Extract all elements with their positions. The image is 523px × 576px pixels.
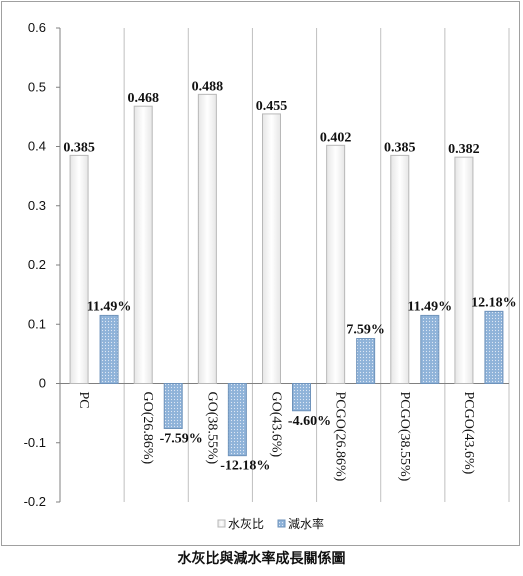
y-tick-label: 0.3 xyxy=(28,198,46,213)
chart-caption: 水灰比與減水率成長關係圖 xyxy=(177,551,346,567)
y-tick-label: 0.1 xyxy=(28,316,46,331)
axes: -0.2 -0.1 0 0.1 0.2 0.3 0.4 0.5 0.6 xyxy=(24,20,509,509)
legend-label: 減水率 xyxy=(288,516,324,531)
x-category-label: PCGO(26.86%) xyxy=(333,392,348,482)
x-category-label: PCGO(43.6%) xyxy=(461,392,476,475)
x-category-label: PC xyxy=(76,392,91,409)
y-tick-label: -0.2 xyxy=(24,494,46,509)
y-tick-label: 0.4 xyxy=(28,139,46,154)
data-label-water-cement-ratio: 0.488 xyxy=(192,79,224,94)
data-labels: 0.385 11.49% PC 0.468 -7.59% GO(26.86%) 0.488 -… xyxy=(63,79,516,481)
bar-water-cement-ratio xyxy=(133,105,153,385)
data-label-water-cement-ratio: 0.455 xyxy=(256,99,288,114)
y-tick-label: 0.5 xyxy=(28,79,46,94)
bar-water-reduction-rate xyxy=(292,383,311,412)
legend: 水灰比 減水率 xyxy=(217,516,324,531)
y-tick-label: 0.2 xyxy=(28,257,46,272)
data-label-water-reduction-rate: -7.59% xyxy=(160,431,203,446)
bar-chart: -0.2 -0.1 0 0.1 0.2 0.3 0.4 0.5 0.6 0.385 11.49% P… xyxy=(24,20,517,531)
bar-water-cement-ratio xyxy=(454,156,474,384)
y-tick-label: 0 xyxy=(39,376,46,391)
chart-frame: -0.2 -0.1 0 0.1 0.2 0.3 0.4 0.5 0.6 0.385 11.49% P… xyxy=(1,1,520,546)
data-label-water-cement-ratio: 0.385 xyxy=(63,140,95,155)
legend-label: 水灰比 xyxy=(228,517,264,531)
bar-water-cement-ratio xyxy=(390,154,410,384)
data-label-water-reduction-rate: 11.49% xyxy=(87,299,132,314)
bars xyxy=(69,93,504,457)
data-label-water-cement-ratio: 0.385 xyxy=(384,140,416,155)
bar-water-reduction-rate xyxy=(420,314,440,384)
bar-water-reduction-rate xyxy=(356,338,376,384)
data-label-water-reduction-rate: -4.60% xyxy=(288,414,331,429)
data-label-water-cement-ratio: 0.468 xyxy=(127,91,159,106)
legend-swatch-water-cement-ratio xyxy=(217,519,226,528)
bar-water-cement-ratio xyxy=(69,154,89,384)
data-label-water-reduction-rate: 11.49% xyxy=(407,299,452,314)
bar-water-cement-ratio xyxy=(326,144,346,384)
gridlines xyxy=(59,28,510,502)
x-category-label: GO(26.86%) xyxy=(140,392,155,465)
bar-water-cement-ratio xyxy=(262,113,281,384)
data-label-water-reduction-rate: -12.18% xyxy=(220,459,270,474)
y-tick-label: 0.6 xyxy=(28,20,46,35)
bar-water-reduction-rate xyxy=(99,314,119,384)
y-tick-label: -0.1 xyxy=(24,435,46,450)
data-label-water-reduction-rate: 12.18% xyxy=(471,295,517,310)
x-category-label: PCGO(38.55%) xyxy=(397,392,412,482)
legend-swatch-water-reduction-rate xyxy=(277,519,286,528)
bar-water-reduction-rate xyxy=(227,383,247,457)
data-label-water-reduction-rate: 7.59% xyxy=(346,323,385,338)
x-category-label: GO(43.6%) xyxy=(269,392,284,458)
bar-water-reduction-rate xyxy=(484,310,504,384)
data-label-water-cement-ratio: 0.382 xyxy=(448,142,480,157)
data-label-water-cement-ratio: 0.402 xyxy=(320,130,352,145)
x-category-label: GO(38.55%) xyxy=(204,392,219,465)
bar-water-reduction-rate xyxy=(163,383,183,429)
bar-water-cement-ratio xyxy=(197,93,217,385)
